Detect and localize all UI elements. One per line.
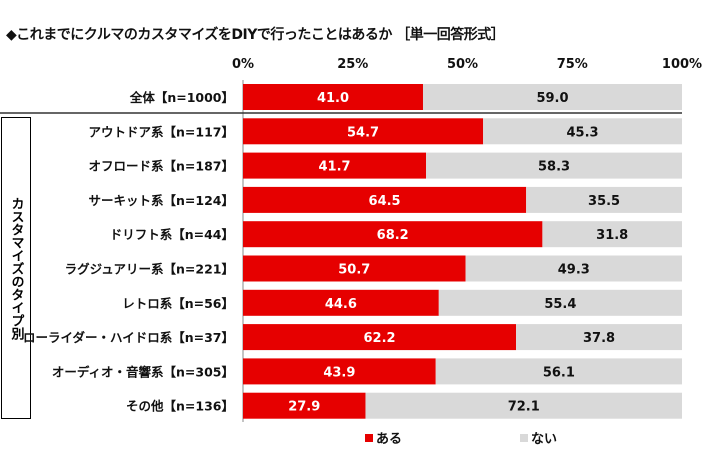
data-label: 58.3 [538,160,570,175]
data-label: 72.1 [508,400,540,415]
group-label-box: カスタマイズのタイプ別 [1,117,31,419]
bar-nai [438,289,682,316]
bar-aru [243,289,439,316]
data-label: 41.0 [317,91,349,106]
category-label: オフロード系【n=187】 [89,159,234,174]
data-label: 59.0 [536,91,568,106]
bar-nai [465,255,682,282]
data-label: 50.7 [338,263,370,278]
data-label: 56.1 [543,365,575,380]
data-label: 54.7 [347,125,379,140]
bar-nai [483,118,682,145]
legend-label: ない [531,432,557,447]
bar-aru [243,324,517,351]
bar-nai [422,84,682,110]
bar-aru [243,255,466,282]
chart-title: ◆これまでにクルマのカスタマイズをDIYで行ったことはあるか ［単一回答形式］ [6,27,505,43]
bar-aru [243,118,484,145]
bar-nai [516,324,682,351]
bar-nai [365,392,682,419]
bar-nai [435,358,682,385]
category-label: ドリフト系【n=44】 [110,227,234,242]
data-label: 62.2 [363,331,395,346]
data-label: 31.8 [596,228,628,243]
data-label: 44.6 [325,297,357,312]
legend-swatch [520,434,528,442]
bar-aru [243,358,436,385]
category-label: 全体【n=1000】 [129,90,234,105]
data-label: 41.7 [318,160,350,175]
category-label: サーキット系【n=124】 [89,193,234,208]
bar-nai [426,152,682,179]
data-label: 45.3 [567,125,599,140]
legend-label: ある [376,432,402,447]
category-label: レトロ系【n=56】 [122,296,234,311]
x-tick-label: 25% [337,57,368,72]
data-label: 68.2 [377,228,409,243]
data-label: 27.9 [288,400,320,415]
data-label: 55.4 [544,297,576,312]
category-label: ラグジュアリー系【n=221】 [65,262,234,277]
bar-nai [526,186,682,213]
bar-aru [243,392,366,419]
data-label: 49.3 [558,263,590,278]
category-label: アウトドア系【n=117】 [89,124,234,139]
category-label: ローライダー・ハイドロ系【n=37】 [23,330,234,345]
legend-swatch [365,434,373,442]
bar-aru [243,186,527,213]
bar-aru [243,221,543,248]
bar-aru [243,84,423,110]
bar-aru [243,152,427,179]
data-label: 37.8 [583,331,615,346]
category-label: その他【n=136】 [126,399,234,414]
group-label: カスタマイズのタイプ別 [8,196,24,340]
x-tick-label: 50% [447,57,478,72]
data-label: 64.5 [369,194,401,209]
category-label: オーディオ・音響系【n=305】 [52,364,234,379]
data-label: 35.5 [588,194,620,209]
data-label: 43.9 [323,365,355,380]
bar-nai [542,221,682,248]
x-tick-label: 0% [232,57,254,72]
x-tick-label: 100% [662,57,702,72]
x-tick-label: 75% [557,57,588,72]
